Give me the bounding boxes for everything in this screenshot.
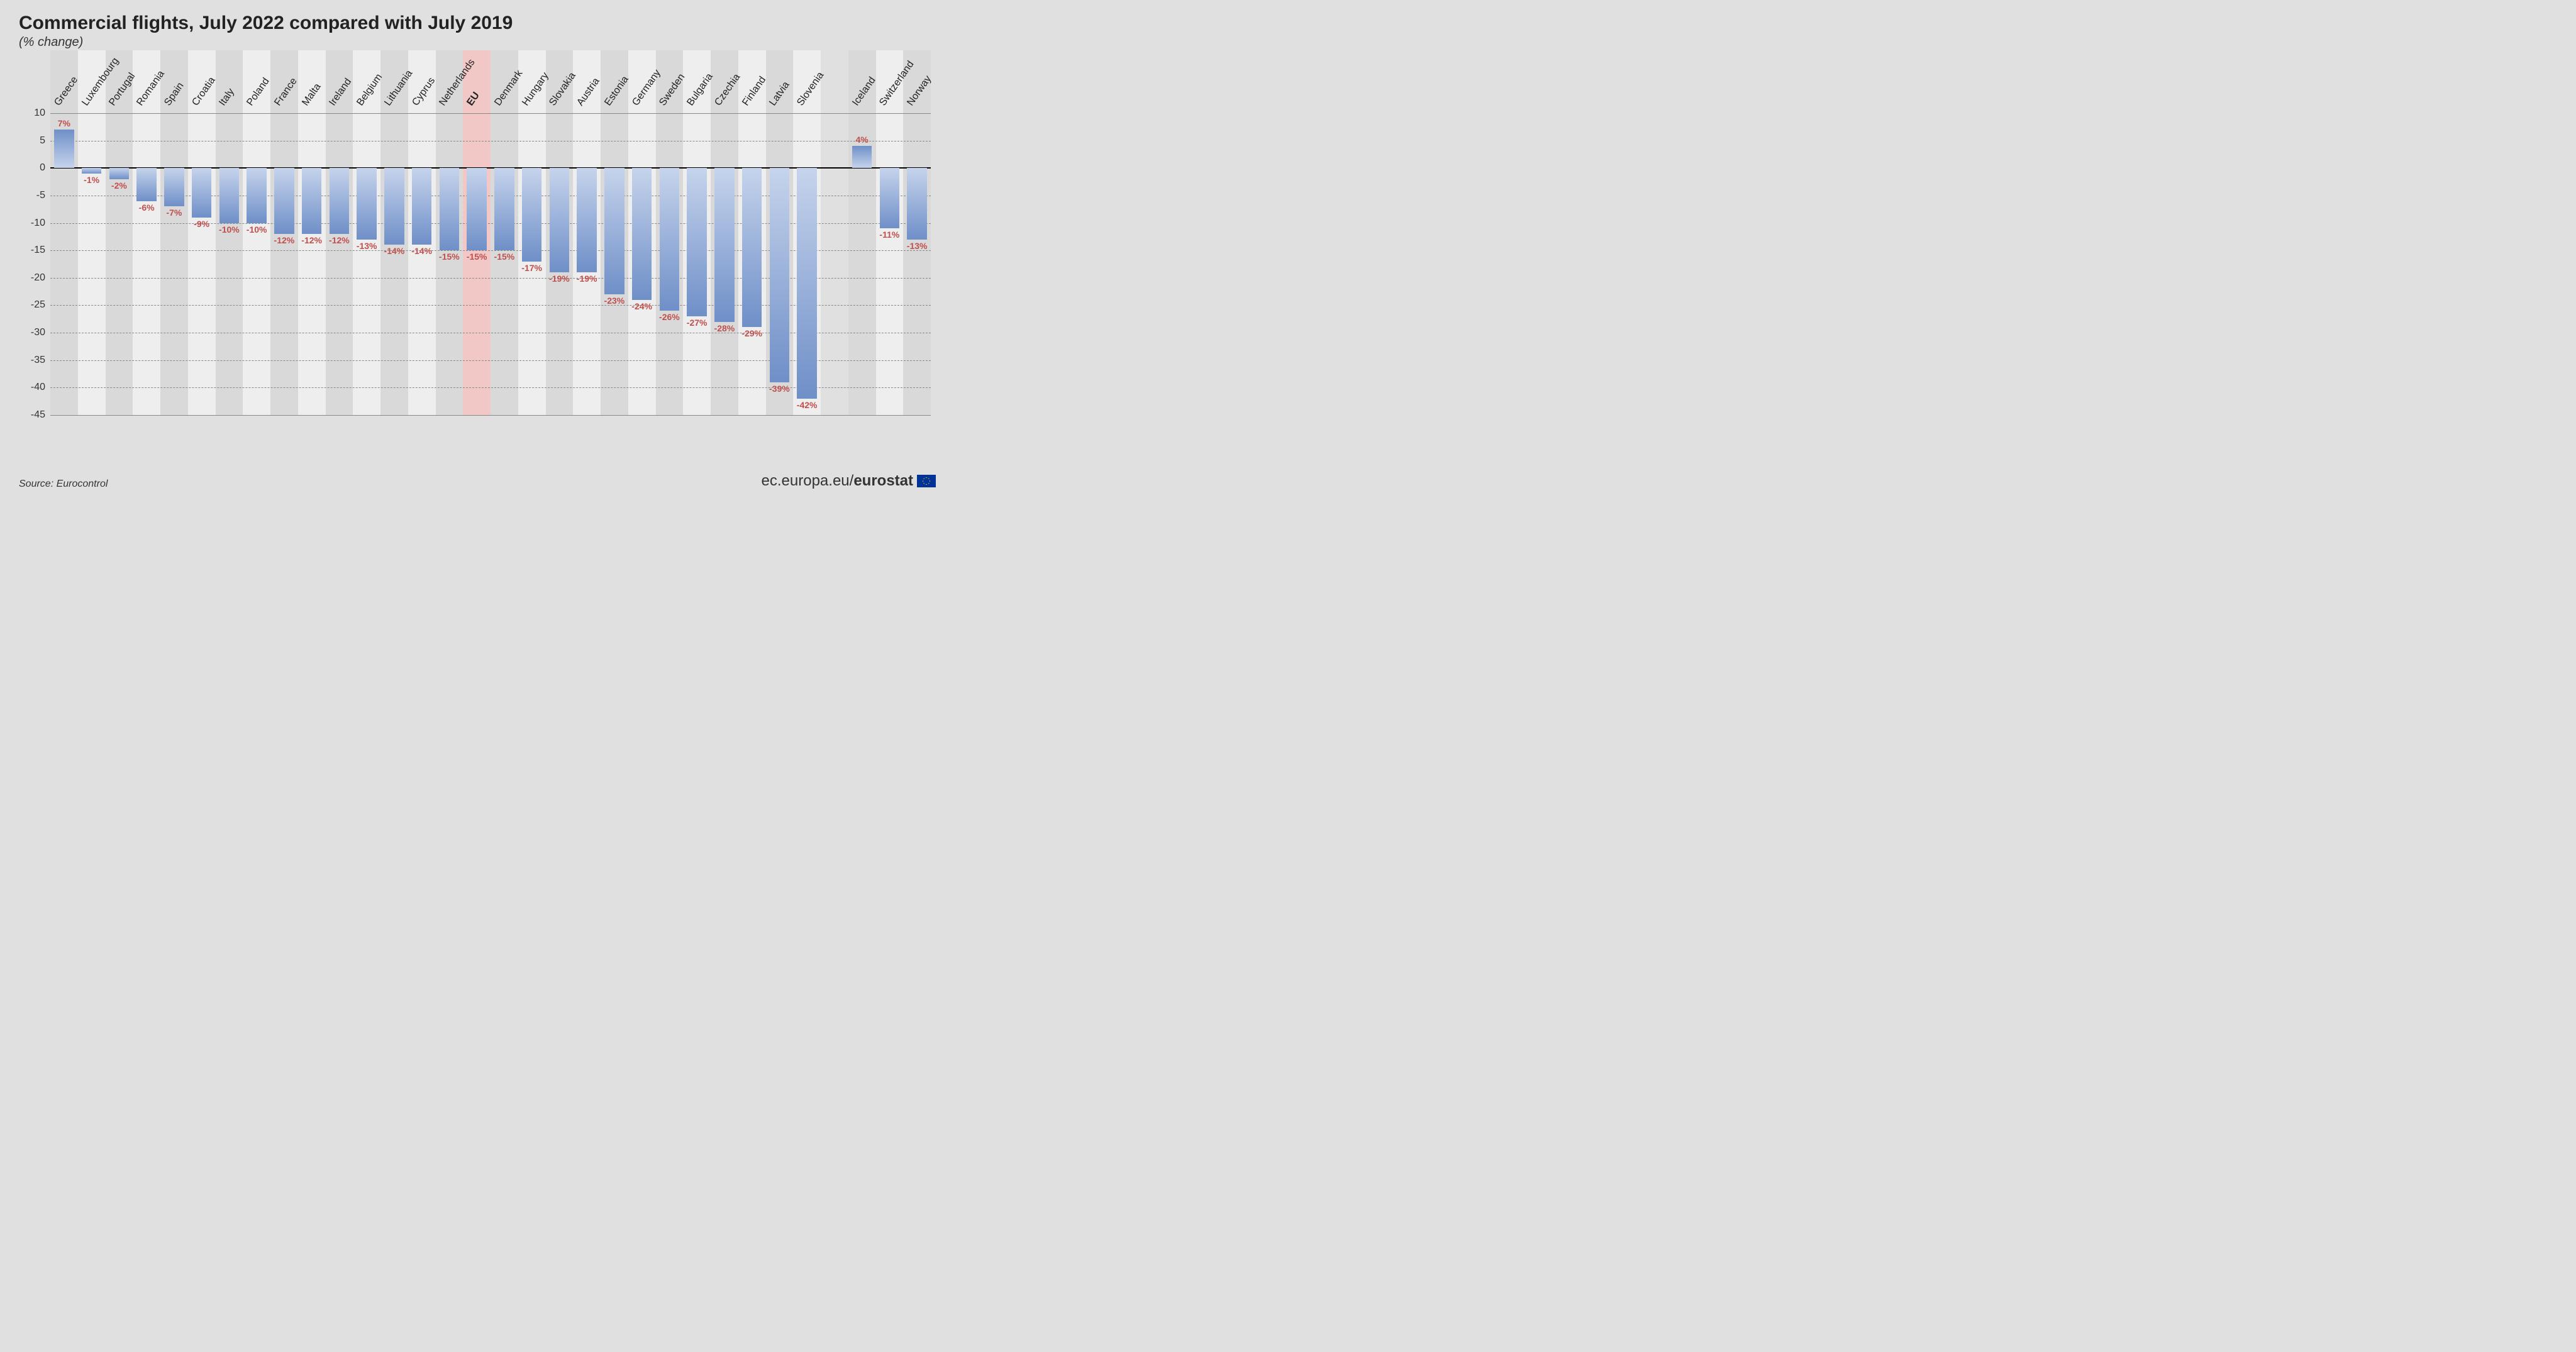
- value-label: -1%: [84, 175, 99, 185]
- eu-flag-icon: [917, 475, 936, 487]
- bar: [109, 168, 130, 179]
- y-tick-label: -45: [31, 409, 45, 421]
- y-tick-label: 0: [40, 162, 45, 174]
- bar: [660, 168, 680, 311]
- value-label: -24%: [631, 301, 652, 311]
- bar: [907, 168, 927, 239]
- bar: [412, 168, 432, 245]
- bar: [797, 168, 817, 399]
- bar: [494, 168, 514, 250]
- value-label: -10%: [247, 224, 267, 235]
- source-text: Source: Eurocontrol: [19, 479, 108, 490]
- value-label: -11%: [879, 230, 899, 240]
- value-label: -19%: [549, 274, 570, 284]
- value-label: -13%: [907, 241, 928, 251]
- value-label: -12%: [329, 235, 350, 245]
- chart-title: Commercial flights, July 2022 compared w…: [19, 13, 936, 34]
- value-label: -14%: [411, 246, 432, 256]
- value-label: -19%: [577, 274, 597, 284]
- y-tick-label: -25: [31, 299, 45, 311]
- value-label: -15%: [494, 252, 515, 262]
- value-label: -39%: [769, 384, 790, 394]
- value-label: -17%: [521, 263, 542, 273]
- y-tick-label: -30: [31, 327, 45, 338]
- value-label: -15%: [439, 252, 460, 262]
- value-label: -27%: [687, 318, 708, 328]
- bar: [384, 168, 404, 245]
- value-label: -2%: [111, 180, 127, 191]
- value-label: 7%: [58, 118, 70, 128]
- y-tick-label: -40: [31, 382, 45, 393]
- bar: [274, 168, 294, 234]
- value-label: -12%: [274, 235, 295, 245]
- value-label: -26%: [659, 312, 680, 322]
- brand-url-prefix: ec.europa.eu/: [762, 472, 854, 489]
- value-label: -42%: [797, 400, 818, 410]
- bar: [247, 168, 267, 223]
- value-label: -6%: [139, 202, 155, 213]
- value-label: -28%: [714, 323, 735, 333]
- value-label: -12%: [301, 235, 322, 245]
- bar: [687, 168, 707, 316]
- bar: [164, 168, 184, 206]
- bar: [54, 130, 74, 168]
- value-label: -29%: [741, 328, 762, 338]
- value-label: -23%: [604, 296, 625, 306]
- bar: [577, 168, 597, 272]
- y-tick-label: -10: [31, 218, 45, 229]
- y-tick-label: -20: [31, 272, 45, 284]
- footer: Source: Eurocontrol ec.europa.eu/eurosta…: [19, 472, 936, 490]
- y-tick-label: 5: [40, 135, 45, 147]
- bar: [714, 168, 735, 321]
- brand-name: eurostat: [853, 472, 913, 489]
- bar: [604, 168, 625, 294]
- value-label: -9%: [194, 219, 209, 229]
- value-label: -10%: [219, 224, 240, 235]
- y-tick-label: -35: [31, 355, 45, 366]
- bar: [550, 168, 570, 272]
- bar: [852, 146, 872, 168]
- infographic-container: Commercial flights, July 2022 compared w…: [0, 0, 955, 501]
- bar: [192, 168, 212, 218]
- bar: [82, 168, 102, 174]
- value-label: -13%: [357, 241, 377, 251]
- bar: [357, 168, 377, 239]
- brand: ec.europa.eu/eurostat: [762, 472, 936, 490]
- chart-subtitle: (% change): [19, 35, 936, 50]
- bar: [467, 168, 487, 250]
- gridline: [50, 113, 931, 114]
- gridline: [50, 415, 931, 416]
- y-tick-label: 10: [34, 108, 45, 119]
- bar: [136, 168, 157, 201]
- bar: [219, 168, 240, 223]
- bar: [330, 168, 350, 234]
- bar-chart: 1050-5-10-15-20-25-30-35-40-457%Greece-1…: [50, 113, 931, 415]
- bar: [302, 168, 322, 234]
- bar: [770, 168, 790, 382]
- bar: [880, 168, 900, 228]
- y-tick-label: -5: [36, 190, 45, 201]
- bar: [632, 168, 652, 299]
- value-label: 4%: [856, 135, 869, 145]
- bar: [440, 168, 460, 250]
- value-label: -15%: [467, 252, 487, 262]
- value-label: -14%: [384, 246, 405, 256]
- bar: [522, 168, 542, 261]
- bar: [742, 168, 762, 327]
- y-tick-label: -15: [31, 245, 45, 256]
- value-label: -7%: [166, 208, 182, 218]
